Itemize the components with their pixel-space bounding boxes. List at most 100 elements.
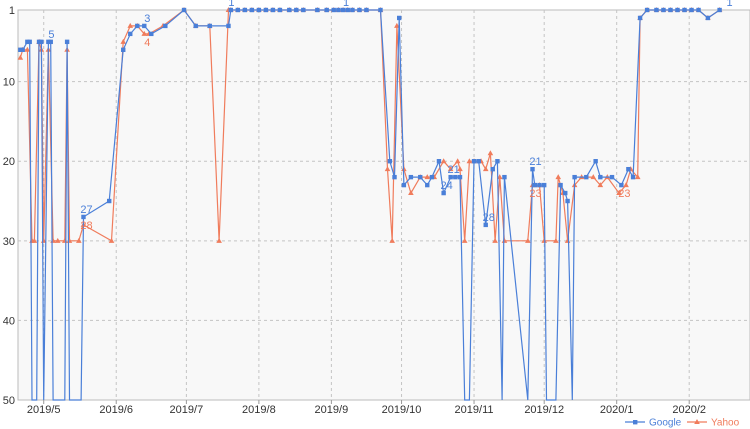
data-point: [127, 22, 134, 28]
data-point: [584, 174, 589, 180]
data-point: [448, 174, 453, 180]
legend-marker: [633, 420, 638, 425]
data-point: [315, 7, 320, 13]
data-point: [637, 15, 643, 21]
data-point: [48, 39, 53, 45]
data-point: [461, 237, 468, 243]
data-point: [502, 174, 507, 180]
legend-item-yahoo: Yahoo: [687, 418, 740, 429]
data-point: [364, 7, 369, 13]
legend-label: Yahoo: [711, 418, 740, 429]
data-point: [626, 166, 631, 172]
data-point: [287, 7, 292, 13]
data-point: [141, 30, 148, 36]
data-point: [108, 237, 115, 243]
x-axis-ticks: 2019/5 2019/6 2019/7 2019/8 2019/9 2019/10 201…: [27, 400, 706, 416]
data-point: [466, 158, 473, 164]
series-google: [18, 7, 722, 401]
x-tick-label: 2019/8: [242, 404, 276, 416]
data-point: [717, 7, 722, 13]
data-label: 27: [80, 204, 92, 216]
data-point: [616, 190, 622, 196]
data-point: [425, 182, 430, 188]
data-point: [525, 237, 531, 243]
data-point: [387, 159, 393, 164]
y-axis-ticks: 1 10 20 30 40 50: [3, 5, 15, 407]
data-point: [384, 166, 391, 172]
data-point: [24, 46, 31, 52]
data-label: 23: [618, 188, 630, 200]
data-point: [408, 174, 414, 180]
data-point: [81, 214, 86, 220]
legend-marker: [694, 419, 700, 424]
data-point: [39, 39, 44, 45]
data-point: [331, 7, 336, 13]
data-point: [107, 198, 112, 204]
data-point: [181, 7, 187, 13]
y-tick-label: 1: [9, 5, 15, 17]
x-tick-label: 2020/2: [672, 404, 706, 416]
data-point: [457, 174, 463, 180]
x-tick-label: 2019/10: [382, 404, 422, 416]
data-point: [623, 182, 629, 188]
data-point: [378, 7, 383, 13]
legend-item-google: Google: [625, 418, 682, 429]
data-point: [482, 166, 489, 172]
data-point: [661, 7, 666, 13]
data-point: [336, 7, 341, 13]
data-point: [397, 15, 402, 21]
data-point: [324, 7, 329, 13]
x-tick-label: 2020/1: [600, 404, 634, 416]
data-point: [256, 7, 262, 13]
data-point: [457, 166, 463, 172]
data-labels: 5 3 4 27 28 1 1 24 21 28 21 23 23 1: [48, 0, 732, 232]
data-point: [46, 39, 51, 45]
data-point: [572, 174, 577, 180]
data-point: [471, 159, 477, 164]
data-point: [532, 182, 538, 188]
data-point: [705, 15, 711, 21]
data-point: [689, 7, 694, 13]
data-point: [563, 190, 568, 196]
data-label: 1: [343, 0, 349, 9]
data-point: [424, 174, 431, 180]
data-point: [590, 174, 597, 180]
data-point: [216, 237, 222, 243]
data-point: [36, 39, 42, 45]
data-point: [294, 7, 299, 13]
y-tick-label: 20: [3, 156, 15, 168]
data-point: [634, 174, 641, 180]
data-point: [447, 166, 454, 172]
y-tick-label: 40: [3, 315, 15, 327]
data-point: [441, 190, 446, 196]
data-point: [263, 7, 269, 13]
legend: Google Yahoo: [625, 418, 740, 429]
data-point: [565, 198, 570, 204]
data-point: [135, 23, 140, 29]
data-point: [644, 7, 650, 13]
data-point: [270, 7, 276, 13]
data-label: 1: [727, 0, 733, 9]
data-point: [530, 166, 535, 172]
data-point: [490, 166, 495, 172]
data-point: [76, 237, 82, 243]
data-point: [537, 182, 542, 188]
data-point: [609, 174, 615, 180]
data-point: [350, 7, 355, 13]
data-point: [598, 174, 603, 180]
data-point: [389, 237, 395, 243]
data-point: [345, 7, 350, 13]
data-label: 28: [80, 220, 92, 232]
data-point: [496, 174, 503, 180]
data-point: [27, 39, 32, 45]
data-point: [207, 23, 212, 29]
x-tick-label: 2019/9: [315, 404, 349, 416]
data-point: [128, 31, 133, 37]
y-tick-label: 50: [3, 395, 15, 407]
data-label: 3: [144, 13, 150, 25]
data-label: 24: [441, 180, 453, 192]
data-label: 1: [228, 0, 234, 9]
x-tick-label: 2019/7: [170, 404, 204, 416]
data-point: [163, 23, 168, 29]
